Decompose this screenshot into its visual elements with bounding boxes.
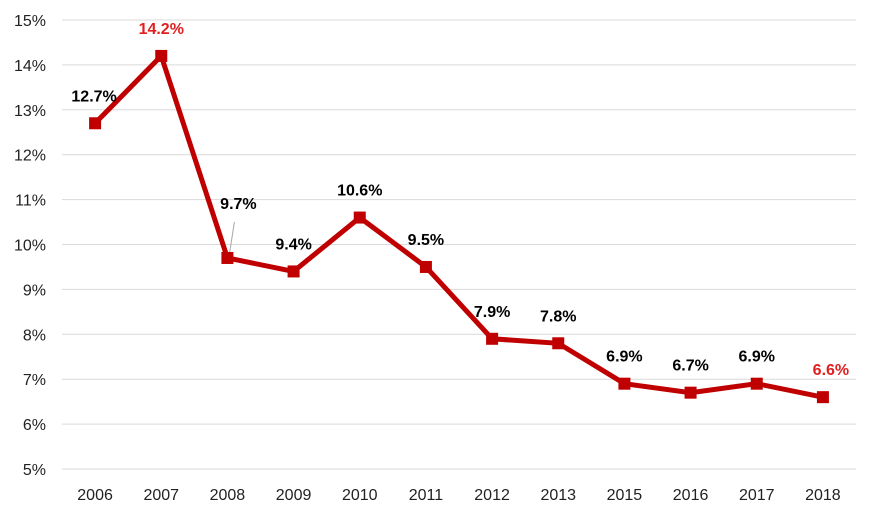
data-label: 14.2% — [139, 21, 184, 38]
y-tick-label: 15% — [14, 13, 46, 30]
x-axis-tick-labels: 2006 2007 2008 2009 2010 2011 2012 2013 2015 2016… — [77, 487, 841, 504]
data-label: 6.7% — [672, 358, 708, 375]
data-point — [221, 251, 234, 264]
data-point — [419, 260, 432, 273]
data-label: 7.9% — [474, 304, 510, 321]
data-label: 7.8% — [540, 308, 576, 325]
x-tick-label: 2007 — [143, 487, 179, 504]
y-tick-label: 14% — [14, 58, 46, 75]
x-tick-label: 2009 — [276, 487, 312, 504]
y-tick-label: 13% — [14, 103, 46, 120]
data-label: 6.6% — [813, 362, 849, 379]
x-tick-label: 2008 — [210, 487, 246, 504]
data-label: 6.9% — [739, 349, 775, 366]
data-point — [618, 377, 631, 390]
data-label: 9.4% — [275, 236, 311, 253]
data-label: 12.7% — [71, 88, 116, 105]
data-point — [353, 211, 366, 224]
label-leader-lines — [228, 221, 235, 255]
data-label: 9.5% — [408, 232, 444, 249]
gridlines — [62, 19, 856, 470]
data-point — [750, 377, 763, 390]
y-tick-label: 10% — [14, 238, 46, 255]
y-tick-label: 9% — [23, 282, 46, 299]
x-tick-label: 2010 — [342, 487, 378, 504]
y-tick-label: 5% — [23, 462, 46, 479]
data-point — [684, 386, 697, 399]
label-leader-line — [228, 221, 235, 255]
x-tick-label: 2016 — [673, 487, 709, 504]
x-tick-label: 2018 — [805, 487, 841, 504]
y-tick-label: 12% — [14, 148, 46, 165]
x-tick-label: 2012 — [474, 487, 510, 504]
x-tick-label: 2015 — [607, 487, 643, 504]
y-tick-label: 11% — [15, 193, 46, 210]
x-tick-label: 2011 — [409, 487, 444, 504]
data-point — [552, 337, 565, 350]
y-tick-label: 7% — [23, 372, 46, 389]
data-point — [486, 332, 499, 345]
data-series — [89, 49, 829, 404]
data-label: 6.9% — [606, 349, 642, 366]
y-tick-label: 8% — [23, 327, 46, 344]
data-point — [816, 391, 829, 404]
y-tick-label: 6% — [23, 417, 46, 434]
series-line — [93, 51, 824, 400]
data-label: 10.6% — [337, 183, 382, 200]
x-tick-label: 2006 — [77, 487, 113, 504]
x-tick-label: 2013 — [540, 487, 576, 504]
y-axis-tick-labels: 5% 6% 7% 8% 9% 10% 11% 12% 13% 14% 15% — [14, 13, 46, 479]
data-point — [155, 49, 168, 62]
x-tick-label: 2017 — [739, 487, 775, 504]
data-point — [89, 117, 102, 130]
data-point — [287, 265, 300, 278]
data-label: 9.7% — [220, 196, 256, 213]
data-labels: 12.7% 14.2% 9.7% 9.4% 10.6% 9.5% 7.9% 7.8% 6.9% 6… — [71, 21, 849, 379]
